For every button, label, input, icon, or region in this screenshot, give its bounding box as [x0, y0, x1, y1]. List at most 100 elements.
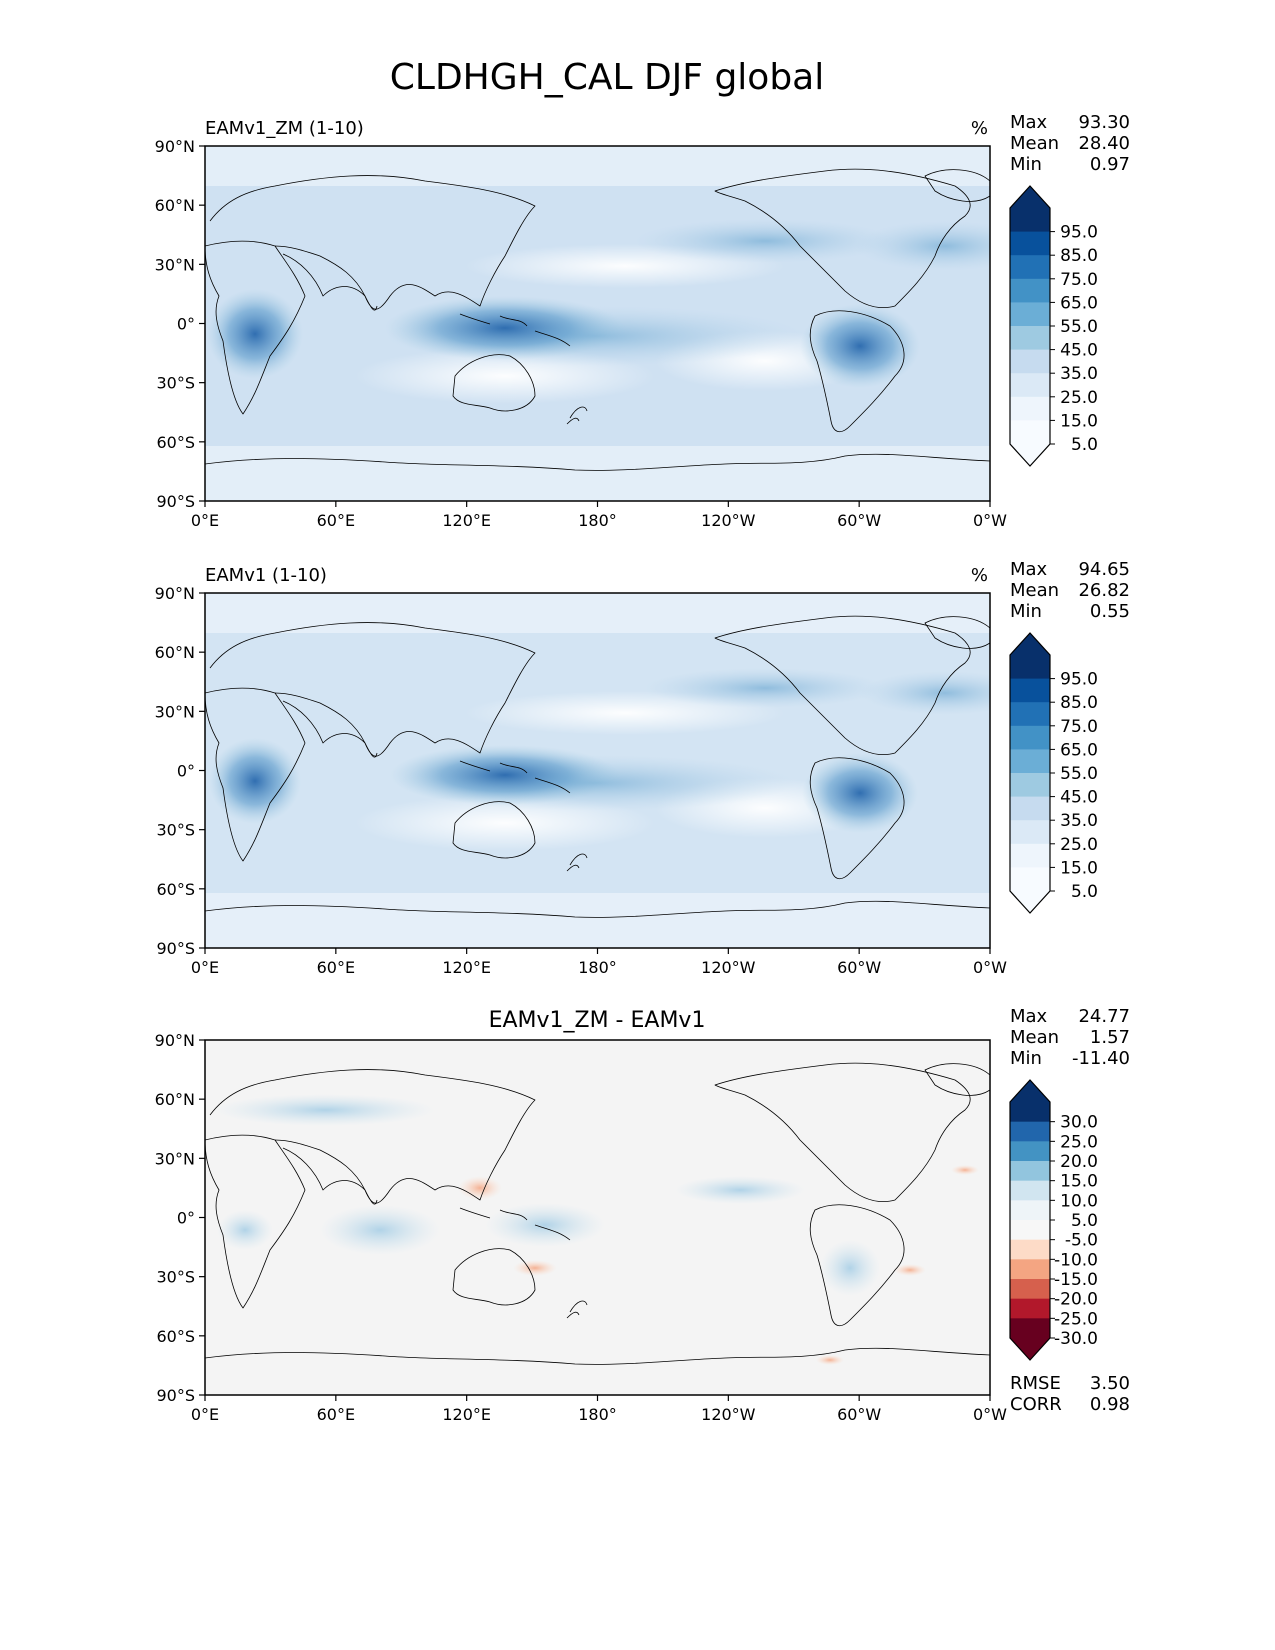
panel-2-y-tick-label: 60°N — [155, 643, 195, 662]
panel-2-y-tick-label: 60°S — [156, 880, 195, 899]
panel-2-min-label: Min — [1010, 601, 1042, 622]
panel-3-rmse-value: 3.50 — [1090, 1373, 1130, 1394]
panel-3-mean-value: 1.57 — [1090, 1027, 1130, 1048]
panel-3-colorbar-segment — [1010, 1200, 1050, 1221]
panel-3-colorbar-top-extend — [1010, 1080, 1050, 1102]
panel-3-diff-wpac — [485, 1203, 605, 1247]
panel-3-x-tick-label: 0°W — [973, 1405, 1007, 1424]
panel-3-x-tick-label: 120°E — [442, 1405, 491, 1424]
panel-3-y-tick-label: 60°N — [155, 1090, 195, 1109]
panel-1-x-tick-label: 0°E — [191, 511, 219, 530]
panel-1-min-label: Min — [1010, 154, 1042, 175]
panel-2-maritime-max — [390, 745, 620, 805]
panel-1-africa-max — [207, 289, 303, 379]
panel-3-colorbar-segment — [1010, 1220, 1050, 1241]
panel-1-units: % — [971, 118, 988, 139]
panel-3-colorbar-label: 30.0 — [1060, 1113, 1098, 1133]
panel-2-polar-band-n — [205, 593, 990, 633]
panel-3-colorbar-segment — [1010, 1298, 1050, 1319]
panel-3-min-label: Min — [1010, 1048, 1042, 1069]
panel-1-colorbar-segment — [1010, 349, 1050, 374]
panel-3-y-tick-label: 90°S — [156, 1386, 195, 1405]
panel-2-mean-label: Mean — [1010, 580, 1059, 601]
panel-3-min-value: -11.40 — [1072, 1048, 1130, 1069]
panel-3-y-tick-label: 30°S — [156, 1268, 195, 1287]
panel-2-colorbar-segment — [1010, 843, 1050, 868]
panel-1-colorbar-segment — [1010, 278, 1050, 303]
panel-2-colorbar-label: 35.0 — [1060, 811, 1098, 831]
panel-2-colorbar-segment — [1010, 655, 1050, 680]
panel-3: EAMv1_ZM - EAMv1 Max 24.77 Mean 1.57 Min… — [155, 1006, 1130, 1424]
panel-3-title: EAMv1_ZM - EAMv1 — [489, 1008, 706, 1033]
panel-2-colorbar-label: 15.0 — [1060, 858, 1098, 878]
panel-3-diff-eurasia — [215, 1094, 435, 1126]
panel-3-colorbar-segment — [1010, 1102, 1050, 1123]
panel-2-x-tick-label: 60°E — [317, 958, 355, 977]
panel-1-colorbar-segment — [1010, 326, 1050, 351]
panel-2-africa-max — [209, 738, 301, 824]
panel-1-maritime-max — [385, 296, 625, 360]
panel-1-colorbar-label: 15.0 — [1060, 411, 1098, 431]
panel-2-y-axis: 90°N 60°N 30°N 0° 30°S 60°S 90°S — [155, 584, 205, 958]
panel-2-colorbar-segment — [1010, 773, 1050, 798]
panel-3-y-tick-label: 90°N — [155, 1031, 195, 1050]
panel-3-diff-africa — [217, 1210, 273, 1250]
panel-3-x-tick-label: 60°W — [837, 1405, 881, 1424]
panel-2-x-tick-label: 0°W — [973, 958, 1007, 977]
panel-3-diff-red-satl — [894, 1264, 926, 1276]
panel-2-colorbar-label: 55.0 — [1060, 764, 1098, 784]
panel-1-x-tick-label: 120°E — [442, 511, 491, 530]
panel-3-colorbar-label: 20.0 — [1060, 1152, 1098, 1172]
panel-1-polar-band-s — [205, 446, 990, 501]
panel-1-map-field — [205, 146, 990, 501]
panel-1-max-label: Max — [1010, 112, 1048, 133]
panel-3-diff-epac — [675, 1176, 805, 1204]
panel-2-samerica-max — [802, 753, 918, 833]
panel-1-x-tick-label: 60°E — [317, 511, 355, 530]
panel-1-y-tick-label: 60°S — [156, 433, 195, 452]
panel-1-colorbar-segment — [1010, 231, 1050, 256]
panel-3-colorbar-label: -30.0 — [1054, 1329, 1098, 1349]
panel-2-colorbar-segment — [1010, 867, 1050, 892]
panel-2-colorbar-bottom-extend — [1010, 891, 1050, 913]
panel-3-x-tick-label: 180° — [578, 1405, 617, 1424]
panel-3-colorbar-segment — [1010, 1161, 1050, 1182]
panel-1-y-tick-label: 60°N — [155, 196, 195, 215]
panel-2-colorbar-label: 25.0 — [1060, 835, 1098, 855]
panel-3-colorbar-label: 10.0 — [1060, 1191, 1098, 1211]
panel-1-colorbar-label: 25.0 — [1060, 388, 1098, 408]
panel-1-colorbar-label: 5.0 — [1071, 435, 1098, 455]
panel-3-diff-red-spac — [513, 1260, 557, 1276]
panel-2-mean-value: 26.82 — [1078, 580, 1130, 601]
panel-1: EAMv1_ZM (1-10) % Max 93.30 Mean 28.40 M… — [155, 112, 1130, 530]
panel-1-polar-band-n — [205, 146, 990, 186]
panel-2-npac-band — [645, 668, 885, 708]
panel-1-colorbar-segment — [1010, 255, 1050, 280]
panel-1-colorbar-label: 55.0 — [1060, 317, 1098, 337]
panel-1-colorbar-label: 85.0 — [1060, 246, 1098, 266]
panel-2: EAMv1 (1-10) % Max 94.65 Mean 26.82 Min … — [155, 559, 1130, 977]
panel-3-colorbar-label: -15.0 — [1054, 1270, 1098, 1290]
panel-3-corr-value: 0.98 — [1090, 1394, 1130, 1415]
panel-3-stats: Max 24.77 Mean 1.57 Min -11.40 RMSE 3.50… — [1010, 1006, 1130, 1415]
panel-1-x-tick-label: 60°W — [837, 511, 881, 530]
panel-3-max-label: Max — [1010, 1006, 1048, 1027]
panel-3-colorbar: 30.025.020.015.010.05.0-5.0-10.0-15.0-20… — [1009, 1079, 1098, 1361]
panel-3-colorbar-bottom-extend — [1010, 1338, 1050, 1360]
panel-3-x-axis: 0°E 60°E 120°E 180° 120°W 60°W 0°W — [191, 1395, 1007, 1424]
panel-1-x-tick-label: 0°W — [973, 511, 1007, 530]
panel-1-mean-value: 28.40 — [1078, 133, 1130, 154]
panel-2-natl-band — [860, 671, 990, 715]
panel-2-x-axis: 0°E 60°E 120°E 180° 120°W 60°W 0°W — [191, 948, 1007, 977]
panel-2-colorbar-label: 45.0 — [1060, 788, 1098, 808]
panel-1-colorbar-segment — [1010, 396, 1050, 421]
panel-1-y-tick-label: 0° — [177, 315, 195, 334]
panel-1-natl-band — [855, 221, 990, 271]
panel-1-colorbar-bottom-extend — [1010, 444, 1050, 466]
panel-3-diff-samerica — [820, 1240, 880, 1296]
panel-2-x-tick-label: 0°E — [191, 958, 219, 977]
panel-3-colorbar-segment — [1010, 1141, 1050, 1162]
panel-2-y-tick-label: 30°S — [156, 821, 195, 840]
panel-3-colorbar-label: 25.0 — [1060, 1132, 1098, 1152]
panel-2-x-tick-label: 180° — [578, 958, 617, 977]
